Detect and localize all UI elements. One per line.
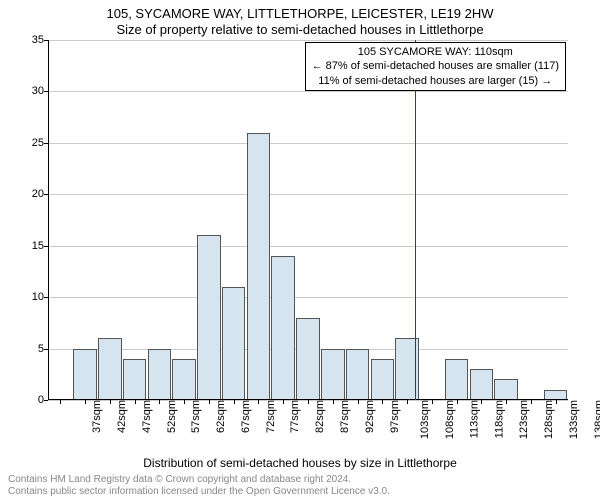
y-tick-label: 0 xyxy=(20,394,44,406)
histogram-bar xyxy=(222,287,246,400)
chart-title-main: 105, SYCAMORE WAY, LITTLETHORPE, LEICEST… xyxy=(0,6,600,21)
x-tick-mark xyxy=(159,400,160,404)
x-tick-mark xyxy=(481,400,482,404)
annotation-line-2: ← 87% of semi-detached houses are smalle… xyxy=(312,59,559,73)
x-tick-label: 72sqm xyxy=(265,400,277,433)
x-tick-label: 67sqm xyxy=(240,400,252,433)
y-tick-label: 15 xyxy=(20,240,44,252)
histogram-bar xyxy=(148,349,172,400)
x-tick-label: 87sqm xyxy=(339,400,351,433)
x-tick-mark xyxy=(506,400,507,404)
x-tick-label: 138sqm xyxy=(593,400,600,439)
y-tick-label: 5 xyxy=(20,343,44,355)
histogram-bar xyxy=(346,349,370,400)
histogram-bar xyxy=(73,349,97,400)
x-tick-mark xyxy=(110,400,111,404)
x-tick-mark xyxy=(407,400,408,404)
annotation-line-3: 11% of semi-detached houses are larger (… xyxy=(312,74,559,88)
gridline xyxy=(48,194,568,195)
x-tick-label: 103sqm xyxy=(419,400,431,439)
histogram-bar xyxy=(197,235,221,400)
histogram-bar xyxy=(321,349,345,400)
x-tick-label: 133sqm xyxy=(568,400,580,439)
x-tick-label: 123sqm xyxy=(518,400,530,439)
x-tick-label: 118sqm xyxy=(493,400,505,438)
histogram-bar xyxy=(445,359,469,400)
x-tick-mark xyxy=(382,400,383,404)
x-tick-mark xyxy=(308,400,309,404)
y-tick-mark xyxy=(44,400,48,401)
x-tick-label: 42sqm xyxy=(116,400,128,433)
gridline xyxy=(48,91,568,92)
x-tick-mark xyxy=(333,400,334,404)
x-tick-label: 113sqm xyxy=(468,400,480,438)
x-tick-mark xyxy=(556,400,557,404)
annotation-line-1: 105 SYCAMORE WAY: 110sqm xyxy=(312,45,559,59)
histogram-bar xyxy=(98,338,122,400)
histogram-bar xyxy=(470,369,494,400)
chart-container: 105, SYCAMORE WAY, LITTLETHORPE, LEICEST… xyxy=(0,0,600,500)
x-axis-label: Distribution of semi-detached houses by … xyxy=(0,456,600,470)
x-tick-mark xyxy=(209,400,210,404)
y-tick-label: 20 xyxy=(20,188,44,200)
x-tick-mark xyxy=(283,400,284,404)
x-tick-label: 108sqm xyxy=(444,400,456,439)
histogram-bar xyxy=(296,318,320,400)
x-tick-mark xyxy=(358,400,359,404)
histogram-bar xyxy=(371,359,395,400)
histogram-bar xyxy=(123,359,147,400)
x-tick-label: 62sqm xyxy=(215,400,227,433)
histogram-bar xyxy=(494,379,518,400)
x-tick-label: 97sqm xyxy=(389,400,401,433)
x-tick-label: 37sqm xyxy=(91,400,103,433)
plot-area: 0510152025303537sqm42sqm47sqm52sqm57sqm6… xyxy=(48,40,568,400)
y-tick-label: 25 xyxy=(20,137,44,149)
footer-line-2: Contains public sector information licen… xyxy=(8,486,390,498)
x-axis-line xyxy=(48,399,568,400)
x-tick-mark xyxy=(457,400,458,404)
y-tick-label: 30 xyxy=(20,85,44,97)
x-tick-mark xyxy=(432,400,433,404)
x-tick-label: 52sqm xyxy=(166,400,178,433)
histogram-bar xyxy=(271,256,295,400)
x-tick-mark xyxy=(234,400,235,404)
x-tick-label: 47sqm xyxy=(141,400,153,433)
x-tick-mark xyxy=(258,400,259,404)
gridline xyxy=(48,297,568,298)
chart-title-sub: Size of property relative to semi-detach… xyxy=(0,22,600,37)
x-tick-label: 77sqm xyxy=(290,400,302,433)
x-tick-label: 57sqm xyxy=(190,400,202,433)
gridline xyxy=(48,40,568,41)
x-tick-label: 82sqm xyxy=(314,400,326,433)
y-axis-line xyxy=(48,40,49,400)
y-tick-label: 35 xyxy=(20,34,44,46)
annotation-box: 105 SYCAMORE WAY: 110sqm ← 87% of semi-d… xyxy=(305,42,566,91)
x-tick-mark xyxy=(531,400,532,404)
footer: Contains HM Land Registry data © Crown c… xyxy=(8,474,390,498)
gridline xyxy=(48,246,568,247)
gridline xyxy=(48,143,568,144)
x-tick-label: 92sqm xyxy=(364,400,376,433)
x-tick-label: 128sqm xyxy=(543,400,555,439)
x-tick-mark xyxy=(60,400,61,404)
footer-line-1: Contains HM Land Registry data © Crown c… xyxy=(8,474,390,486)
x-tick-mark xyxy=(135,400,136,404)
reference-marker-line xyxy=(415,40,416,400)
histogram-bar xyxy=(172,359,196,400)
histogram-bar xyxy=(247,133,271,400)
x-tick-mark xyxy=(184,400,185,404)
x-tick-mark xyxy=(85,400,86,404)
y-tick-label: 10 xyxy=(20,291,44,303)
